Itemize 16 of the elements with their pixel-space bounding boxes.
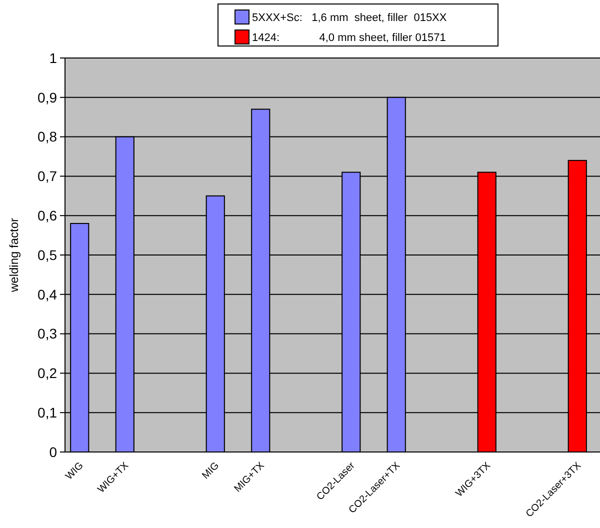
y-tick-label: 0,8 (38, 128, 58, 145)
y-tick-label: 0,9 (38, 89, 58, 106)
x-tick-label: MIG (200, 460, 222, 482)
y-tick-label: 0,3 (38, 326, 58, 342)
x-tick-label: WIG (64, 460, 86, 482)
legend-label: 5XXX+Sc: 1,6 mm sheet, filler 015XX (252, 12, 448, 24)
y-axis-title: welding factor (7, 218, 21, 294)
y-tick-label: 0,2 (38, 365, 58, 382)
y-tick-label: 0,4 (38, 286, 58, 302)
y-tick-label: 0,5 (38, 246, 58, 263)
y-tick-label: 0,6 (38, 208, 58, 224)
y-tick-label: 0 (49, 444, 58, 460)
legend-label: 1424: 4,0 mm sheet, filler 01571 (252, 32, 446, 44)
y-tick-label: 0,7 (38, 168, 58, 184)
y-tick-label: 1 (49, 50, 58, 66)
y-tick-label: 0,1 (38, 404, 58, 420)
